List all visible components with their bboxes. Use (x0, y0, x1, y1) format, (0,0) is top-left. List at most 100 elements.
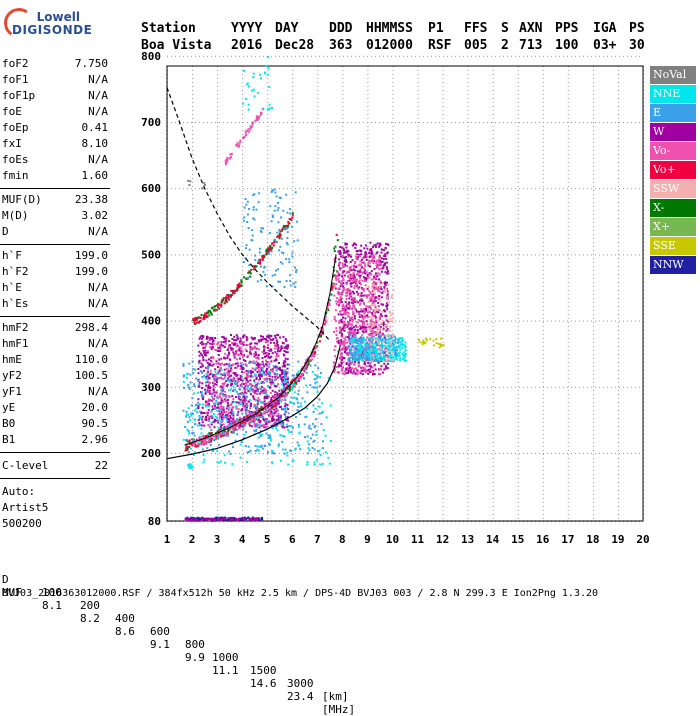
grid-dot (292, 466, 293, 467)
grid-dot (242, 314, 243, 315)
grid-dot (392, 490, 393, 491)
grid-dot (468, 486, 469, 487)
grid-dot (191, 56, 192, 57)
grid-dot (568, 74, 569, 75)
grid-dot (192, 402, 193, 403)
grid-dot (518, 498, 519, 499)
echo-point (245, 134, 247, 136)
grid-dot (192, 350, 193, 351)
grid-dot (518, 226, 519, 227)
grid-dot (292, 390, 293, 391)
echo-point (279, 337, 281, 339)
grid-dot (495, 254, 496, 255)
grid-dot (192, 306, 193, 307)
grid-dot (423, 254, 424, 255)
echo-point (262, 357, 264, 359)
grid-dot (518, 130, 519, 131)
grid-dot (317, 466, 318, 467)
grid-dot (267, 290, 268, 291)
grid-dot (443, 482, 444, 483)
grid-dot (367, 230, 368, 231)
grid-dot (392, 302, 393, 303)
grid-dot (418, 226, 419, 227)
grid-dot (618, 306, 619, 307)
grid-dot (192, 494, 193, 495)
grid-dot (192, 142, 193, 143)
grid-dot (317, 278, 318, 279)
grid-dot (535, 56, 536, 57)
grid-dot (468, 358, 469, 359)
grid-dot (518, 342, 519, 343)
grid-dot (235, 56, 236, 57)
grid-dot (418, 238, 419, 239)
grid-dot (493, 78, 494, 79)
grid-dot (543, 242, 544, 243)
grid-dot (427, 254, 428, 255)
grid-dot (292, 478, 293, 479)
echo-point (198, 372, 200, 374)
grid-dot (459, 453, 460, 454)
grid-dot (292, 462, 293, 463)
grid-dot (593, 102, 594, 103)
grid-dot (443, 114, 444, 115)
grid-dot (418, 378, 419, 379)
echo-point (274, 335, 276, 337)
echo-point (266, 339, 268, 341)
grid-dot (568, 402, 569, 403)
grid-dot (339, 453, 340, 454)
grid-dot (571, 387, 572, 388)
grid-dot (468, 506, 469, 507)
grid-dot (543, 90, 544, 91)
echo-point (256, 343, 258, 345)
echo-point (247, 420, 249, 422)
grid-dot (217, 466, 218, 467)
grid-dot (443, 86, 444, 87)
grid-dot (493, 86, 494, 87)
grid-dot (342, 114, 343, 115)
grid-dot (267, 222, 268, 223)
grid-dot (215, 254, 216, 255)
grid-dot (468, 430, 469, 431)
grid-dot (279, 387, 280, 388)
grid-dot (468, 258, 469, 259)
grid-dot (471, 387, 472, 388)
grid-dot (271, 122, 272, 123)
grid-dot (375, 56, 376, 57)
grid-dot (367, 56, 368, 57)
echo-point (261, 375, 263, 377)
grid-dot (468, 442, 469, 443)
grid-dot (411, 122, 412, 123)
grid-dot (342, 434, 343, 435)
echo-point (208, 358, 210, 360)
grid-dot (192, 170, 193, 171)
grid-dot (331, 122, 332, 123)
grid-dot (443, 321, 444, 322)
grid-dot (507, 188, 508, 189)
grid-dot (292, 118, 293, 119)
grid-dot (591, 122, 592, 123)
grid-dot (443, 374, 444, 375)
grid-dot (568, 298, 569, 299)
grid-dot (331, 254, 332, 255)
grid-dot (192, 374, 193, 375)
echo-point (201, 314, 203, 316)
grid-dot (331, 387, 332, 388)
grid-dot (375, 122, 376, 123)
grid-dot (299, 188, 300, 189)
grid-dot (342, 478, 343, 479)
echo-point (262, 259, 264, 261)
grid-dot (639, 122, 640, 123)
grid-dot (418, 154, 419, 155)
grid-dot (255, 453, 256, 454)
grid-dot (363, 122, 364, 123)
grid-dot (242, 166, 243, 167)
grid-dot (618, 446, 619, 447)
grid-dot (531, 387, 532, 388)
grid-dot (518, 138, 519, 139)
grid-dot (199, 188, 200, 189)
grid-dot (292, 250, 293, 251)
grid-dot (443, 170, 444, 171)
grid-dot (407, 122, 408, 123)
grid-dot (443, 226, 444, 227)
grid-dot (227, 387, 228, 388)
